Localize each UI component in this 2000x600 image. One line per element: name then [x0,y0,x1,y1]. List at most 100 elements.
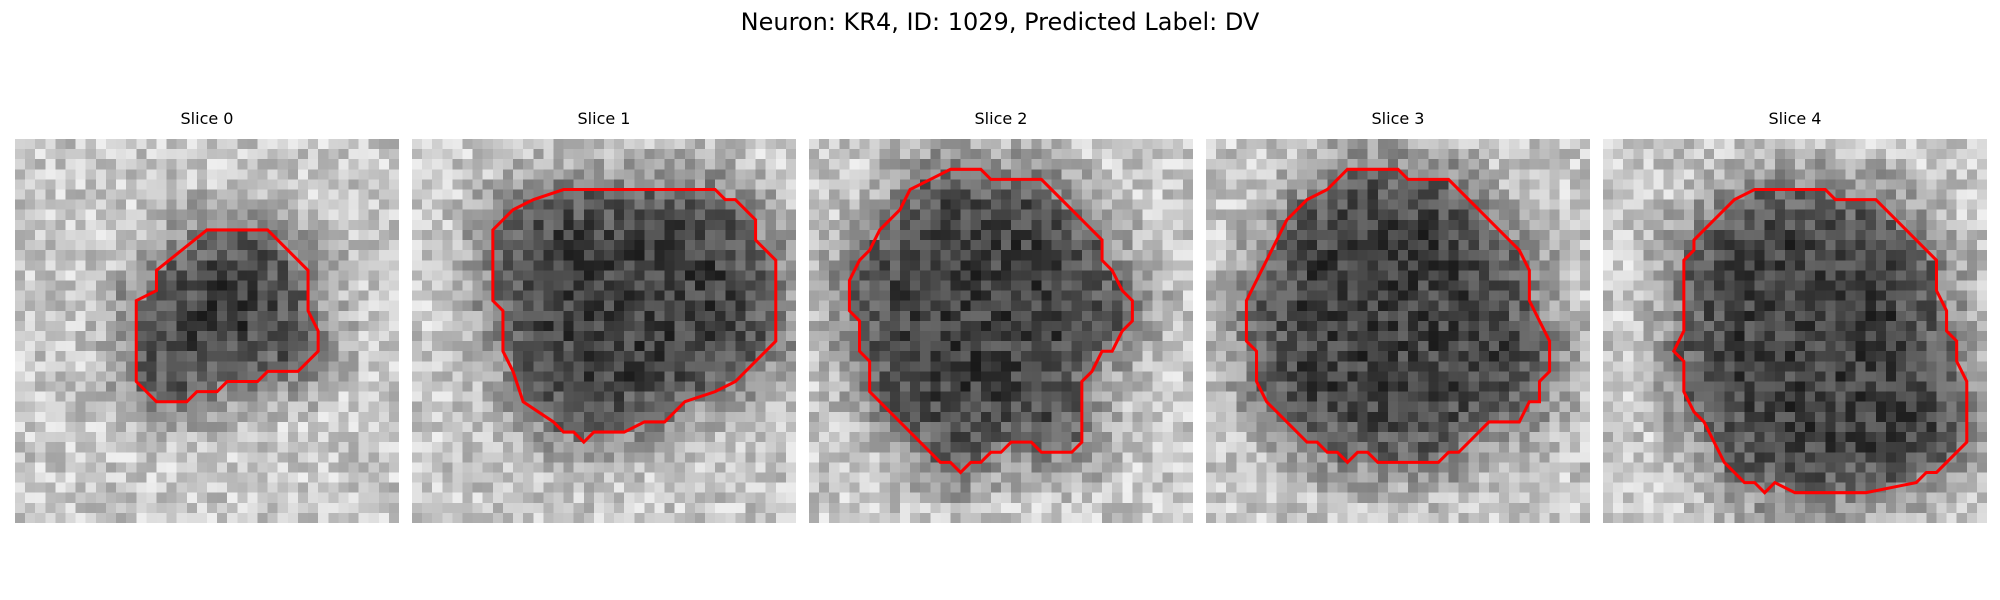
pixel [186,260,198,271]
pixel [839,472,850,483]
pixel [502,421,514,433]
pixel [156,482,167,493]
pixel [765,320,776,332]
pixel [176,361,187,372]
pixel [1206,290,1217,301]
pixel [442,209,453,221]
pixel [879,290,891,301]
pixel [950,361,961,372]
pixel [930,229,941,241]
pixel [940,229,951,241]
pixel [593,209,605,221]
pixel [1579,199,1590,210]
pixel [755,209,766,221]
pixel [217,189,228,200]
pixel [593,290,605,301]
pixel [297,149,309,160]
pixel [859,179,870,190]
pixel [1112,381,1123,392]
pixel [1256,149,1267,160]
pixel [849,492,860,503]
pixel [1357,189,1368,200]
pixel [859,209,870,221]
pixel [674,209,686,221]
pixel [277,331,289,342]
pixel [829,371,840,382]
pixel [624,290,635,301]
pixel [869,331,880,342]
pixel [196,310,208,322]
pixel [412,442,423,453]
pixel [1001,280,1012,291]
pixel [358,219,369,231]
pixel [442,179,453,190]
pixel [1061,270,1072,281]
pixel [705,179,716,190]
pixel [1226,199,1237,210]
pixel [1162,472,1173,483]
pixel [412,300,423,311]
pixel [849,260,860,271]
pixel [378,219,390,231]
pixel [654,139,665,150]
pixel [1286,290,1298,301]
pixel [573,229,584,241]
pixel [785,209,796,221]
pixel [267,462,278,473]
pixel [1337,270,1348,281]
pixel [745,139,756,150]
pixel [1182,189,1193,200]
pixel [156,149,167,160]
pixel [1216,169,1227,180]
pixel [35,280,46,291]
pixel [492,189,504,200]
pixel [166,320,177,332]
pixel [654,472,665,483]
pixel [705,341,716,352]
pixel [442,492,453,503]
pixel [593,502,605,514]
pixel [65,341,76,352]
pixel [735,250,746,261]
pixel [829,310,840,322]
pixel [126,462,137,473]
pixel [1041,472,1052,483]
pixel [452,149,463,160]
pixel [543,331,554,342]
pixel [348,250,359,261]
pixel [207,219,218,231]
pixel [910,179,921,190]
pixel [869,411,880,423]
pixel [287,331,299,342]
pixel [35,411,46,423]
pixel [65,391,76,402]
pixel [207,371,218,382]
pixel [1142,371,1153,382]
pixel [388,169,399,180]
pixel [513,149,524,160]
pixel [492,280,504,291]
pixel [75,179,86,190]
pixel [176,421,187,433]
pixel [1286,149,1298,160]
pixel [889,270,901,281]
pixel [287,432,299,443]
pixel [227,250,238,261]
pixel [207,270,218,281]
pixel [318,401,329,413]
pixel [765,401,776,413]
pixel [960,149,971,160]
pixel [368,260,379,271]
pixel [492,502,504,514]
pixel [785,512,796,523]
pixel [267,320,278,332]
pixel [715,391,726,402]
pixel [694,250,706,261]
pixel [543,310,554,322]
pixel [1216,189,1227,200]
pixel [126,492,137,503]
pixel [910,159,921,170]
pixel [287,219,299,231]
pixel [1142,280,1153,291]
pixel [1172,442,1184,453]
